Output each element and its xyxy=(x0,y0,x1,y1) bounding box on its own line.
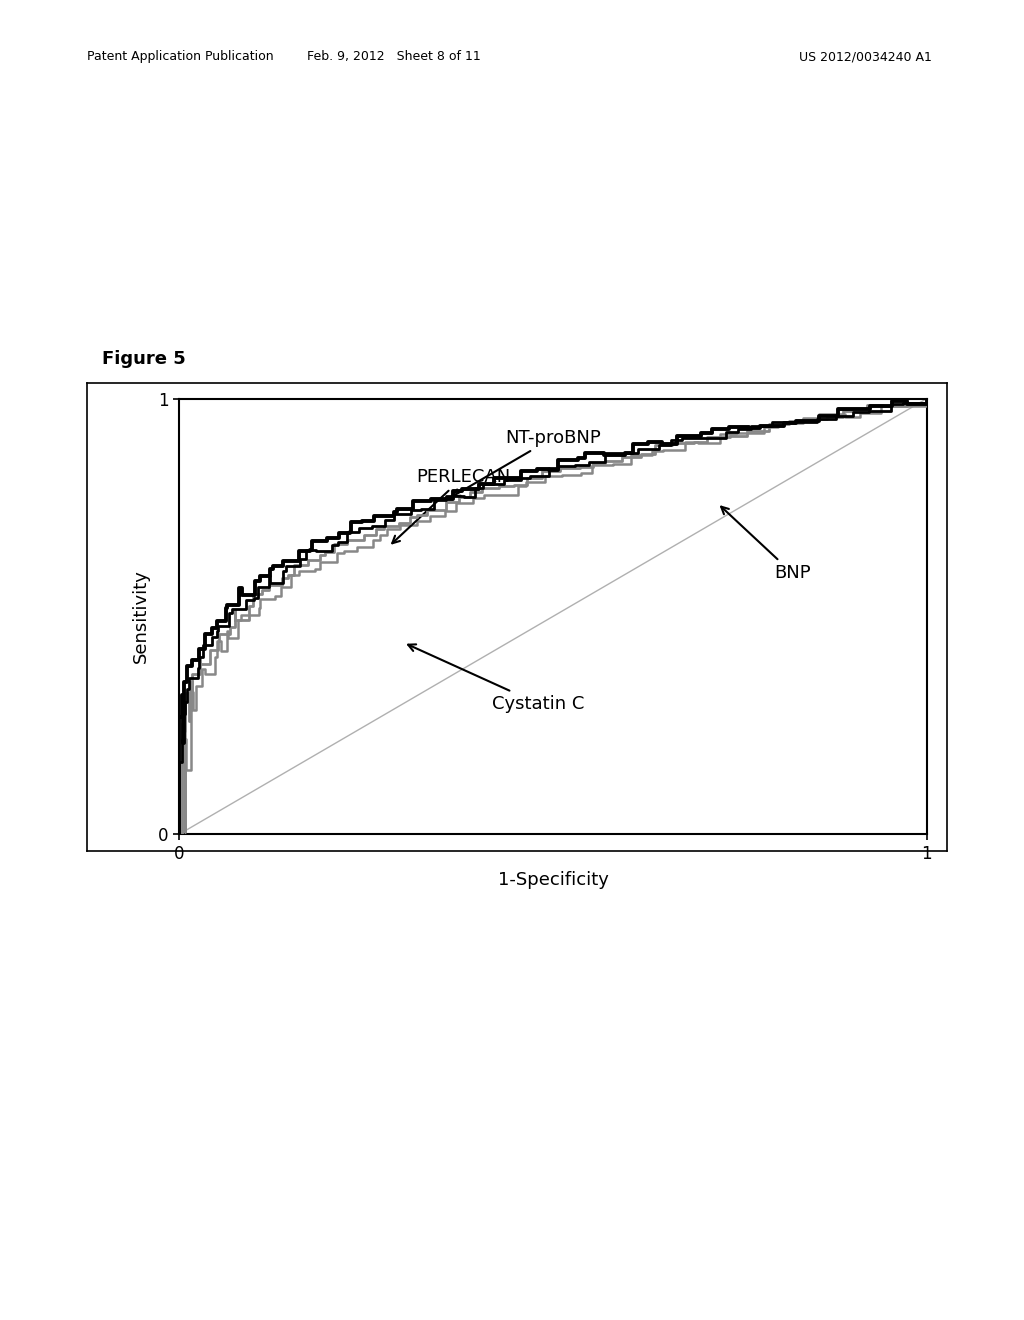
Text: NT-proBNP: NT-proBNP xyxy=(453,429,601,496)
Text: US 2012/0034240 A1: US 2012/0034240 A1 xyxy=(799,50,932,63)
Text: Figure 5: Figure 5 xyxy=(102,350,186,368)
Text: PERLECAN: PERLECAN xyxy=(392,469,510,544)
Text: Cystatin C: Cystatin C xyxy=(409,644,585,713)
Text: BNP: BNP xyxy=(721,507,810,582)
Text: Feb. 9, 2012   Sheet 8 of 11: Feb. 9, 2012 Sheet 8 of 11 xyxy=(307,50,481,63)
X-axis label: 1-Specificity: 1-Specificity xyxy=(498,871,608,888)
Text: Patent Application Publication: Patent Application Publication xyxy=(87,50,273,63)
Y-axis label: Sensitivity: Sensitivity xyxy=(132,569,150,664)
